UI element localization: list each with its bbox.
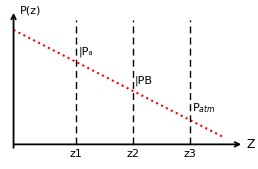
Text: P(z): P(z)	[20, 5, 41, 15]
Text: |PB: |PB	[135, 75, 153, 86]
Text: |Pₐ: |Pₐ	[78, 47, 93, 57]
Text: Z: Z	[246, 138, 255, 151]
Text: z1: z1	[70, 149, 83, 159]
Text: z2: z2	[126, 149, 139, 159]
Text: P$_{atm}$: P$_{atm}$	[192, 101, 215, 115]
Text: z3: z3	[183, 149, 196, 159]
